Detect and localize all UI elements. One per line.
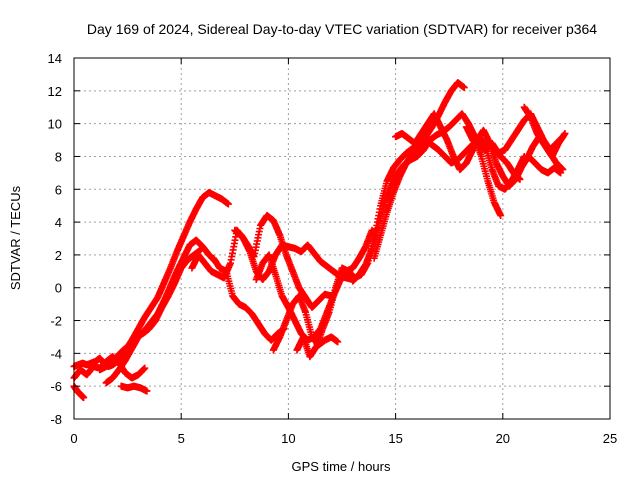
y-tick-label: 10 xyxy=(48,117,62,132)
series-s11 xyxy=(252,226,376,344)
y-tick-label: -2 xyxy=(50,314,62,329)
y-tick-label: 2 xyxy=(55,248,62,263)
x-tick-label: 15 xyxy=(388,431,402,446)
data-point xyxy=(224,200,232,208)
y-tick-label: 12 xyxy=(48,84,62,99)
y-tick-label: -8 xyxy=(50,412,62,427)
grid xyxy=(74,58,610,419)
data-point xyxy=(497,212,505,220)
x-tick-labels: 0 5 10 15 20 25 xyxy=(70,431,617,446)
x-tick-label: 25 xyxy=(603,431,617,446)
axis-ticks xyxy=(73,57,611,420)
series-s4 xyxy=(96,189,232,374)
series-s19 xyxy=(490,146,524,183)
data-point xyxy=(80,394,88,402)
y-tick-label: 6 xyxy=(55,182,62,197)
series-s2 xyxy=(70,382,88,402)
series-s20 xyxy=(520,103,567,174)
data-point xyxy=(196,246,204,254)
series-s6 xyxy=(113,246,204,361)
y-tick-label: -6 xyxy=(50,379,62,394)
data-point xyxy=(334,338,342,346)
data-point xyxy=(559,166,567,174)
x-tick-label: 0 xyxy=(70,431,77,446)
data-point xyxy=(516,175,524,183)
y-tick-label: 14 xyxy=(48,51,62,66)
data-points xyxy=(70,79,569,402)
y-tick-label: 4 xyxy=(55,215,62,230)
x-tick-label: 5 xyxy=(178,431,185,446)
data-point xyxy=(561,129,569,137)
data-point xyxy=(143,387,151,395)
x-tick-label: 20 xyxy=(496,431,510,446)
y-tick-label: 8 xyxy=(55,149,62,164)
plot-frame xyxy=(73,57,611,420)
x-axis-label: GPS time / hours xyxy=(292,459,391,474)
y-tick-labels: -8 -6 -4 -2 0 2 4 6 8 10 12 14 xyxy=(48,51,62,427)
series-s7 xyxy=(117,382,151,395)
chart-title: Day 169 of 2024, Sidereal Day-to-day VTE… xyxy=(87,21,597,37)
data-point xyxy=(141,364,149,372)
y-tick-label: -4 xyxy=(50,346,62,361)
series-s12 xyxy=(269,292,342,354)
series-s10 xyxy=(231,212,335,311)
y-tick-label: 0 xyxy=(55,281,62,296)
x-tick-label: 10 xyxy=(281,431,295,446)
y-axis-label: SDTVAR / TECUs xyxy=(8,185,23,290)
data-point xyxy=(460,84,468,92)
